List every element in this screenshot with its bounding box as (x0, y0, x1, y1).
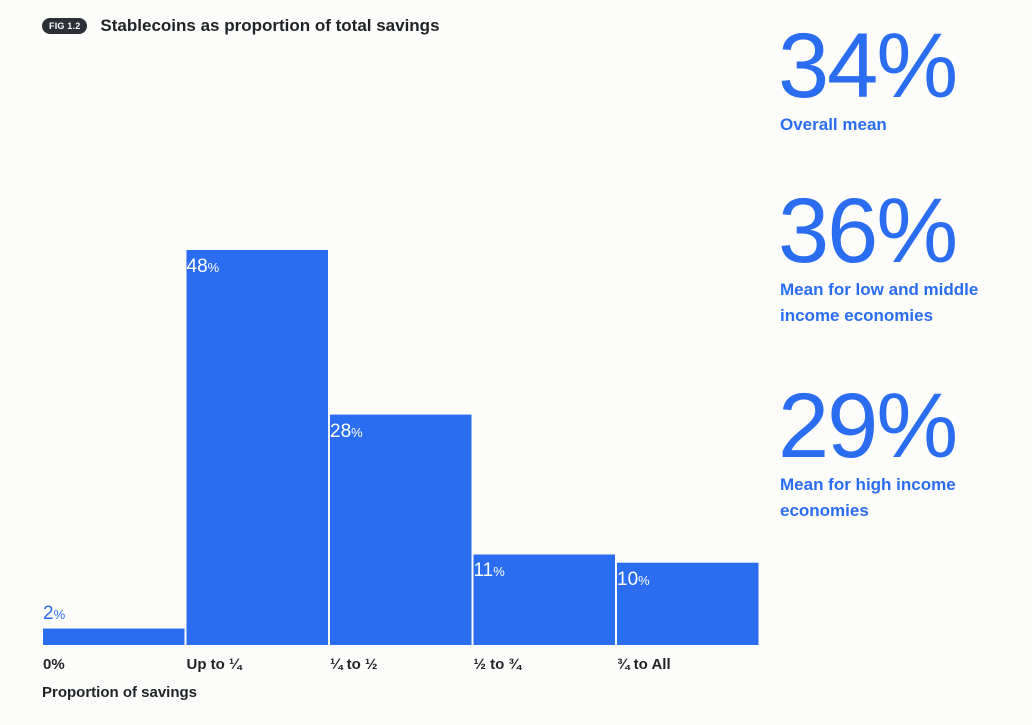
x-tick-label-0: 0% (43, 656, 65, 673)
stat-overall-mean-value: 34% (778, 15, 958, 117)
bar-value-label-to: 11% (473, 560, 505, 582)
bar-value-label-0: 2% (43, 602, 66, 624)
bar-to-all (617, 562, 759, 645)
bar-to (330, 414, 472, 645)
stat-overall-mean-label: Overall mean (780, 115, 887, 134)
chart-header: FIG 1.2 Stablecoins as proportion of tot… (42, 14, 440, 38)
bar-value-label-up-to: 48% (186, 256, 220, 277)
x-tick-label-to-all: ¾ to All (617, 656, 671, 673)
stat-low-middle-income-label: Mean for low and middle income economies (780, 280, 979, 325)
stat-high-income-label: Mean for high income economies (780, 475, 956, 520)
stat-high-income-mean: 29% Mean for high income economies (778, 375, 1010, 524)
stat-overall-mean: 34% Overall mean (778, 15, 1010, 138)
bar-0 (43, 628, 185, 645)
stat-low-middle-income-mean: 36% Mean for low and middle income econo… (778, 180, 1010, 329)
x-axis-title: Proportion of savings (42, 684, 198, 701)
chart-title: Stablecoins as proportion of total savin… (100, 16, 440, 35)
bar-to (473, 554, 615, 645)
bar-value-label-to-all: 10% (617, 568, 650, 590)
stat-high-income-value: 29% (778, 375, 958, 477)
x-tick-label-to: ½ to ¾ (473, 656, 522, 673)
x-tick-label-up-to: Up to ¼ (186, 656, 242, 673)
bar-up-to (186, 250, 328, 645)
stat-low-middle-income-value: 36% (778, 180, 958, 282)
fig-badge: FIG 1.2 (42, 18, 88, 34)
x-tick-label-to: ¼ to ½ (330, 656, 378, 673)
bar-value-label-to: 28% (330, 420, 363, 442)
